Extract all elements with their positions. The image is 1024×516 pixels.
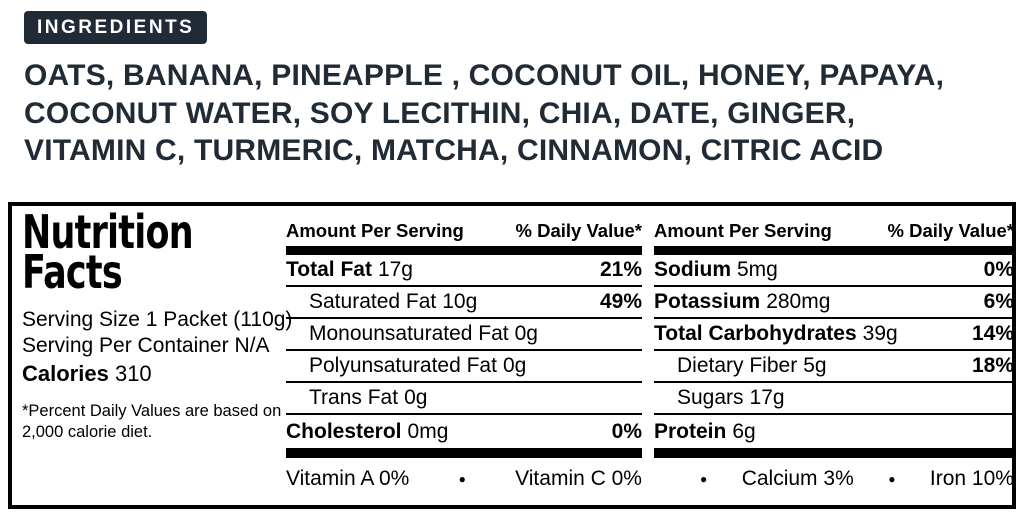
nutrient-label: Total Fat 17g [286, 258, 413, 282]
ingredients-line-2: COCONUT WATER, SOY LECITHIN, CHIA, DATE,… [24, 96, 856, 130]
nutrient-daily-value: 21% [599, 258, 642, 281]
nutrient-row-potassium: Potassium 280mg 6% [654, 287, 1014, 319]
nutrient-column-right: Amount Per Serving % Daily Value* Sodium… [654, 220, 1014, 500]
vitamin-c-value: Vitamin C 0% [515, 467, 642, 490]
nutrient-row-sodium: Sodium 5mg 0% [654, 255, 1014, 287]
nutrient-row-protein: Protein 6g [654, 415, 1014, 448]
nutrient-amount: 39g [862, 322, 898, 345]
nutrient-name: Potassium [654, 290, 761, 313]
nutrient-name: Total Fat [286, 258, 372, 281]
nutrient-row-cholesterol: Cholesterol 0mg 0% [286, 415, 642, 448]
nutrient-daily-value: 6% [983, 290, 1014, 313]
nutrient-daily-value: 0% [983, 258, 1014, 281]
nutrient-row-total-carbohydrates: Total Carbohydrates 39g 14% [654, 319, 1014, 351]
column-header: Amount Per Serving % Daily Value* [286, 220, 642, 242]
nutrient-amount: 0g [502, 354, 527, 377]
serving-size: Serving Size 1 Packet (110g) [22, 308, 293, 331]
nutrient-name: Sodium [654, 258, 731, 281]
footnote-line-2: 2,000 calorie diet. [22, 423, 153, 441]
nutrition-facts-title: Nutrition Facts [22, 205, 246, 299]
calories-label: Calories [22, 361, 109, 386]
vitamin-a-value: Vitamin A 0% [286, 467, 410, 490]
nutrient-row-polyunsaturated-fat: Polyunsaturated Fat 0g [286, 351, 642, 383]
nutrient-name: Sugars [677, 386, 744, 409]
nutrient-amount: 6g [732, 419, 756, 443]
nutrient-amount: 0mg [407, 419, 449, 443]
bullet-separator-icon: ● [700, 472, 708, 486]
bullet-separator-icon: ● [888, 472, 896, 486]
nutrient-amount: 0g [404, 386, 428, 409]
nutrient-label: Total Carbohydrates 39g [654, 322, 898, 346]
section-separator-bar [654, 448, 1014, 458]
nutrient-row-total-fat: Total Fat 17g 21% [286, 255, 642, 287]
nutrient-row-sugars: Sugars 17g [654, 383, 1014, 415]
nutrient-daily-value: 49% [599, 290, 642, 313]
calcium-value: Calcium 3% [741, 467, 854, 490]
column-header: Amount Per Serving % Daily Value* [654, 220, 1014, 242]
bullet-separator-icon: ● [458, 472, 466, 486]
nutrient-name: Saturated Fat [309, 290, 437, 313]
nutrient-amount: 280mg [766, 290, 831, 313]
nutrient-label: Cholesterol 0mg [286, 420, 448, 444]
footnote-line-1: *Percent Daily Values are based on [22, 402, 282, 420]
nutrient-label: Saturated Fat 10g [286, 290, 477, 314]
header-separator-bar [286, 246, 642, 255]
panel-left-column: Nutrition Facts Serving Size 1 Packet (1… [22, 205, 317, 443]
serving-info: Serving Size 1 Packet (110g) Serving Per… [22, 307, 317, 359]
nutrient-label: Potassium 280mg [654, 290, 830, 314]
nutrient-name: Monounsaturated Fat [309, 322, 509, 345]
nutrient-daily-value: 0% [611, 419, 642, 443]
nutrient-label: Monounsaturated Fat 0g [286, 322, 538, 346]
nutrient-amount: 0g [514, 322, 538, 345]
nutrient-amount: 5mg [737, 258, 778, 281]
nutrient-row-saturated-fat: Saturated Fat 10g 49% [286, 287, 642, 319]
nutrient-column-left: Amount Per Serving % Daily Value* Total … [286, 220, 642, 500]
servings-per-container: Serving Per Container N/A [22, 334, 270, 357]
amount-per-serving-header: Amount Per Serving [286, 220, 464, 241]
nutrient-name: Cholesterol [286, 419, 402, 443]
nutrient-amount: 10g [442, 290, 478, 313]
nutrient-name: Total Carbohydrates [654, 322, 857, 345]
nutrient-amount: 17g [749, 386, 785, 409]
nutrition-facts-panel: Nutrition Facts Serving Size 1 Packet (1… [8, 202, 1016, 509]
ingredients-badge: INGREDIENTS [24, 11, 208, 44]
title-line-2: Facts [22, 245, 123, 299]
title-line-1: Nutrition [22, 205, 194, 259]
ingredients-line-1: OATS, BANANA, PINEAPPLE , COCONUT OIL, H… [24, 59, 945, 92]
nutrient-label: Trans Fat 0g [286, 386, 427, 410]
nutrient-label: Sodium 5mg [654, 258, 778, 282]
nutrient-daily-value: 14% [971, 322, 1014, 345]
nutrient-daily-value: 18% [971, 354, 1014, 377]
iron-value: Iron 10% [929, 467, 1014, 490]
nutrient-label: Protein 6g [654, 420, 756, 444]
daily-value-footnote: *Percent Daily Values are based on 2,000… [22, 401, 317, 443]
nutrient-name: Polyunsaturated Fat [309, 354, 497, 377]
nutrient-amount: 5g [803, 354, 827, 377]
nutrient-row-trans-fat: Trans Fat 0g [286, 383, 642, 415]
nutrient-name: Protein [654, 419, 727, 443]
nutrient-name: Trans Fat [309, 386, 399, 409]
calories-row: Calories 310 [22, 361, 317, 387]
nutrient-label: Sugars 17g [654, 386, 785, 410]
nutrient-label: Polyunsaturated Fat 0g [286, 354, 526, 378]
micronutrient-row-vitamins: Vitamin A 0% ● Vitamin C 0% [286, 458, 642, 500]
nutrient-amount: 17g [377, 258, 413, 281]
nutrient-row-monounsaturated-fat: Monounsaturated Fat 0g [286, 319, 642, 351]
section-separator-bar [286, 448, 642, 458]
daily-value-header: % Daily Value* [515, 220, 642, 241]
amount-per-serving-header: Amount Per Serving [654, 220, 832, 241]
micronutrient-row-minerals: ● Calcium 3% ● Iron 10% [654, 458, 1014, 500]
calories-value: 310 [114, 361, 152, 386]
header-separator-bar [654, 246, 1014, 255]
daily-value-header: % Daily Value* [887, 220, 1014, 241]
nutrient-row-dietary-fiber: Dietary Fiber 5g 18% [654, 351, 1014, 383]
ingredients-line-3: VITAMIN C, TURMERIC, MATCHA, CINNAMON, C… [24, 134, 884, 167]
nutrient-label: Dietary Fiber 5g [654, 354, 827, 378]
ingredients-text: OATS, BANANA, PINEAPPLE , COCONUT OIL, H… [24, 57, 944, 170]
nutrient-name: Dietary Fiber [677, 354, 798, 377]
